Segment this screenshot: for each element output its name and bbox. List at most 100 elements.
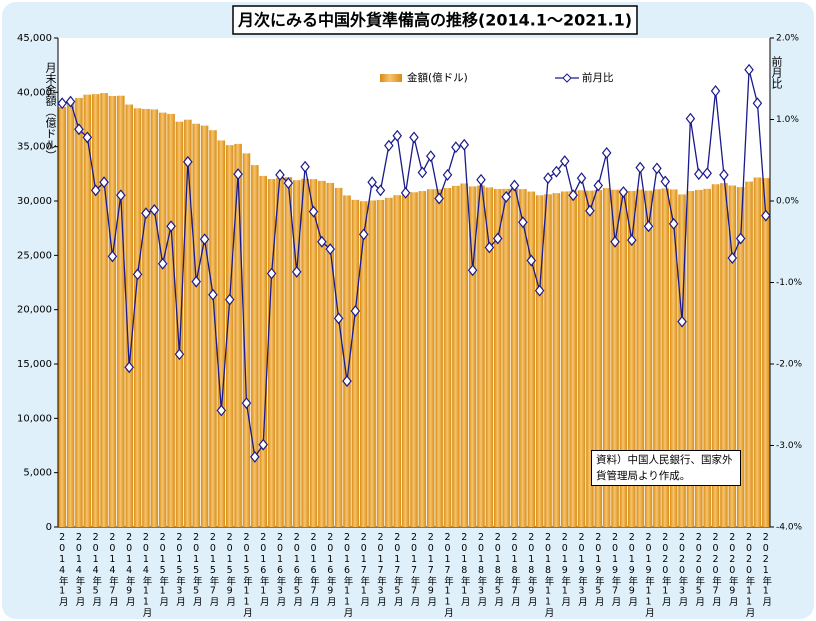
x-tick-label: 2015年5月 — [191, 532, 203, 607]
y2-tick-label: -1.0% — [776, 278, 803, 288]
bar — [150, 109, 159, 528]
point — [627, 234, 637, 247]
point — [434, 192, 444, 205]
bar — [209, 130, 217, 527]
bar — [703, 188, 711, 527]
y2-tick-label: 2.0% — [776, 34, 799, 44]
point — [543, 172, 553, 185]
point — [694, 168, 704, 181]
bar — [452, 185, 460, 527]
bar — [745, 181, 753, 527]
point — [618, 186, 629, 198]
y-tick-label: 20,000 — [17, 305, 52, 316]
point — [610, 235, 620, 248]
point — [400, 186, 411, 199]
point — [459, 138, 470, 151]
point — [367, 176, 377, 189]
bar — [544, 194, 552, 527]
point — [534, 284, 545, 297]
bar — [192, 123, 200, 527]
point — [342, 375, 352, 388]
x-tick-label: 2020年3月 — [677, 532, 689, 607]
point — [425, 150, 436, 163]
bar — [276, 177, 284, 527]
point — [57, 97, 67, 110]
bar — [184, 119, 192, 527]
point — [216, 404, 227, 417]
point — [291, 265, 302, 278]
x-tick-label: 2020年5月 — [693, 532, 705, 607]
x-tick-label: 2015年11月 — [241, 532, 253, 618]
bar — [385, 197, 393, 528]
y2-tick-label: 0.0% — [776, 197, 799, 207]
point — [652, 162, 662, 175]
point — [601, 146, 612, 159]
y-tick-label: 30,000 — [17, 196, 52, 207]
x-tick-label: 2016年5月 — [291, 532, 303, 607]
legend-label: 前月比 — [582, 71, 614, 84]
point — [509, 179, 520, 192]
x-tick-label: 2019年5月 — [593, 532, 605, 607]
bar — [117, 95, 125, 528]
bar — [251, 165, 259, 527]
bar — [561, 191, 569, 528]
bar — [569, 191, 577, 527]
point — [266, 267, 277, 280]
x-tick-label: 2020年1月 — [660, 532, 672, 607]
bar — [292, 180, 301, 528]
bar — [510, 188, 519, 527]
point — [124, 361, 134, 374]
legend-swatch — [380, 74, 402, 82]
y2-tick-label: -2.0% — [776, 360, 803, 370]
x-tick-label: 2018年3月 — [476, 532, 488, 607]
bar — [410, 192, 418, 528]
bar — [619, 189, 628, 527]
point — [467, 264, 478, 277]
title-box — [232, 5, 638, 35]
bar — [401, 194, 410, 527]
point — [451, 141, 461, 154]
bar — [234, 143, 242, 527]
bar — [133, 108, 142, 527]
point — [325, 243, 336, 256]
point — [141, 207, 151, 220]
point — [74, 123, 84, 136]
x-tick-label: 2017年11月 — [442, 532, 454, 618]
bar — [334, 187, 343, 528]
point — [752, 97, 763, 110]
point — [375, 184, 386, 197]
bar — [91, 94, 100, 528]
point — [174, 348, 185, 361]
x-tick-label: 2014年1月 — [57, 532, 69, 607]
x-tick-label: 2020年11月 — [744, 532, 756, 618]
x-tick-label: 2018年9月 — [526, 532, 538, 607]
x-tick-label: 2015年9月 — [224, 532, 236, 607]
bar — [108, 96, 117, 528]
point — [417, 166, 428, 179]
bar — [309, 179, 318, 527]
point — [727, 252, 738, 265]
point — [384, 139, 394, 152]
x-tick-label: 2018年7月 — [509, 532, 521, 607]
point — [199, 233, 210, 246]
point — [635, 161, 645, 174]
bar — [552, 193, 561, 528]
legend-label: 金額(億ドル) — [407, 71, 468, 84]
bar — [75, 97, 83, 527]
x-tick-label: 2018年1月 — [459, 532, 471, 607]
point — [568, 189, 578, 202]
x-tick-label: 2014年11月 — [140, 532, 152, 618]
point — [392, 129, 403, 142]
point — [224, 293, 235, 306]
bar — [502, 188, 510, 527]
point — [735, 232, 746, 245]
bar — [527, 191, 536, 527]
x-tick-label: 2015年1月 — [157, 532, 169, 607]
point — [551, 165, 562, 178]
bar — [611, 189, 619, 527]
point — [409, 131, 419, 144]
bar — [644, 190, 653, 528]
x-tick-label: 2018年5月 — [492, 532, 504, 607]
bar — [493, 188, 502, 528]
point — [107, 250, 118, 263]
